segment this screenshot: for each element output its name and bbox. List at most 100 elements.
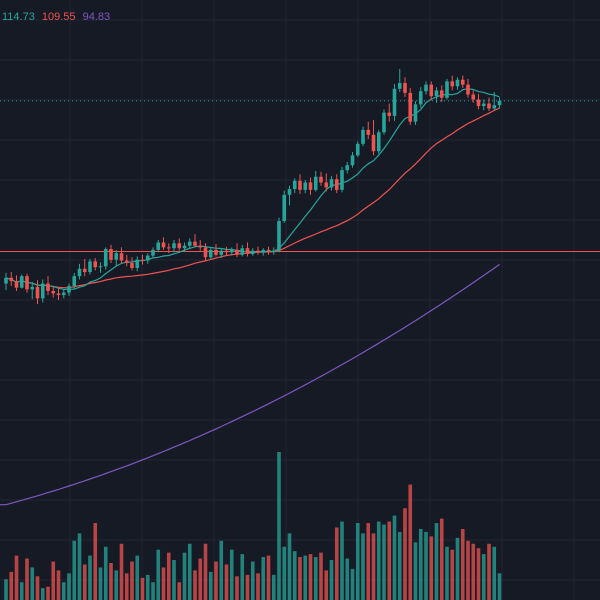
candles [4,69,502,305]
candle-body [161,242,166,248]
candle-body [145,255,150,261]
candle-body [476,99,481,107]
candle-body [208,249,213,258]
candle-body [350,155,355,166]
candle-body [214,249,218,255]
volume-bar [376,521,381,600]
volume-bar [235,576,239,600]
volume-bar [145,574,150,600]
candle-body [135,259,140,268]
candle-body [271,250,276,252]
candle-body [177,243,182,249]
volume-bar [418,528,423,600]
candle-body [497,100,502,106]
candle-body [156,242,161,250]
volume-bar [424,531,428,600]
volume-bar [40,588,45,600]
volume-bar [88,555,92,600]
volume-bar [224,564,229,600]
volume-bar [361,533,365,600]
candle-body [292,180,297,190]
candle-body [193,241,197,246]
volume-bar [229,549,234,600]
volume-bar [460,528,465,600]
candle-body [366,129,371,135]
candle-body [119,253,124,261]
candle-body [418,91,423,105]
volume-bar [98,567,103,600]
volume-bar [103,546,108,600]
volume-bar [487,543,491,600]
candle-body [492,105,497,109]
volume-bar [466,540,470,600]
candle-body [256,250,260,253]
candle-body [397,83,402,89]
candle-body [376,132,381,152]
legend-ma-short-value: 114.73 [2,11,35,23]
volume-bar [324,570,329,600]
candle-body [361,129,365,144]
volume-bar [476,548,481,600]
volume-bar [214,561,218,600]
candle-body [355,143,360,156]
volume-bar [397,531,402,600]
candle-body [324,182,329,188]
candle-body [35,286,40,299]
volume-bar [392,515,397,600]
candle-body [98,266,103,268]
candle-body [182,245,187,249]
candle-body [46,283,50,291]
volume-bar [156,549,161,600]
candle-body [261,249,266,253]
candle-body [371,134,376,152]
volume-bar [298,557,302,600]
candle-body [429,84,434,97]
candle-body [298,180,302,190]
ma-mid-line [5,107,500,289]
candle-body [224,250,229,253]
volume-bar [77,533,82,600]
candle-body [313,176,318,190]
volume-bar [303,555,308,600]
volume-bar [308,554,313,600]
candle-body [487,103,491,109]
volume-bar [46,586,50,600]
volume-bar [51,561,56,600]
volume-bar [82,564,87,600]
candle-body [130,263,134,268]
candle-body [387,112,392,116]
candle-body [340,170,344,190]
volume-bar [481,554,486,600]
ma-short-line [5,88,500,291]
candle-body [140,259,145,261]
volume-bar [250,561,255,600]
volume-bar [182,552,187,600]
volume-bar [219,540,224,600]
candle-body [77,268,82,277]
volume-bar [413,542,418,600]
volume-bar [177,582,182,600]
candle-body [172,243,176,249]
candle-body [240,248,245,255]
candle-body [481,103,486,107]
volume-bar [240,554,245,600]
candle-body [114,253,119,260]
volume-bar [14,555,19,600]
candle-body [19,276,24,288]
volume-bar [93,523,98,600]
candle-body [166,247,171,249]
candle-body [4,277,8,284]
volume-bar [72,540,77,600]
candle-body [14,281,19,288]
volume-bar [497,573,502,600]
volume-bar [19,582,24,600]
candle-body [187,241,192,246]
candle-body [434,90,439,97]
candle-body [450,81,455,87]
candle-body [25,276,29,290]
candle-body [266,249,271,252]
candle-body [308,182,313,190]
candle-body [334,179,339,190]
